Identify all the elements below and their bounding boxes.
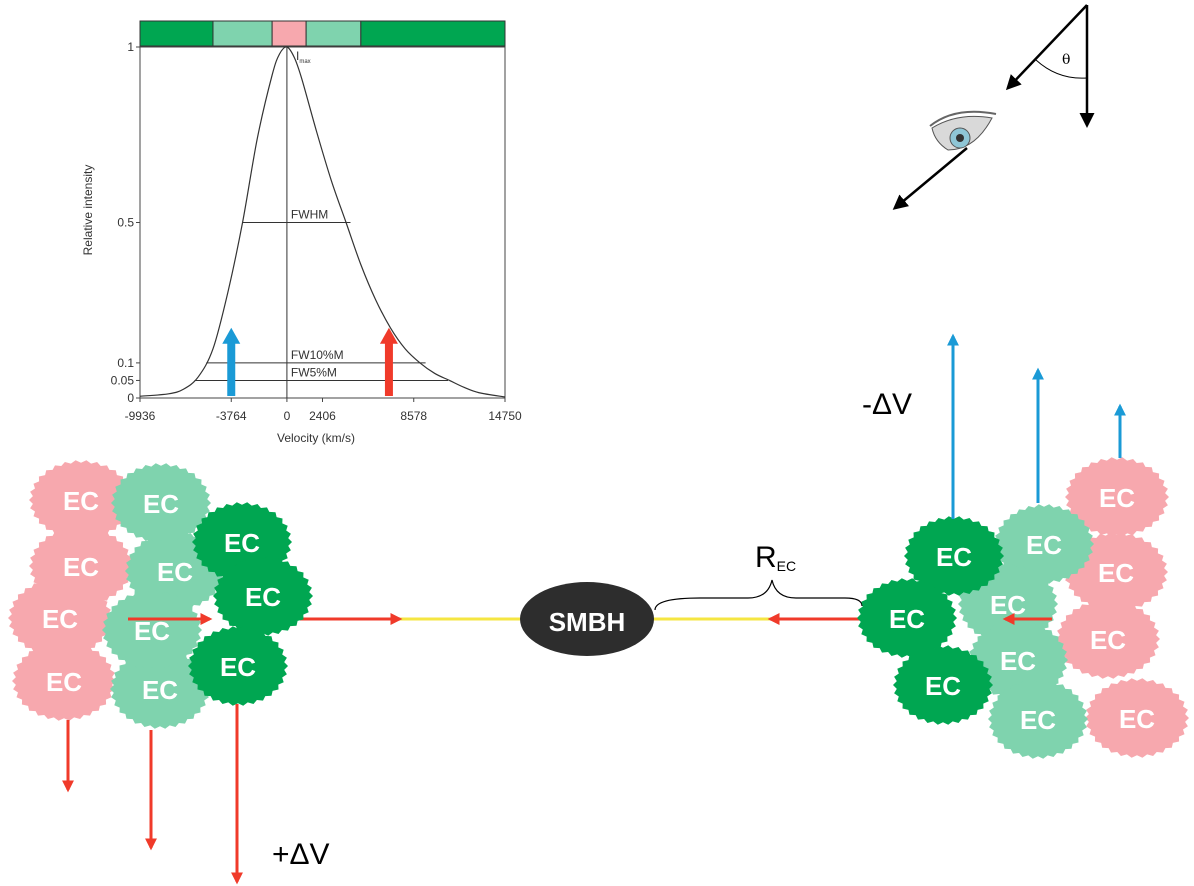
colorbar-segment-4 [360,20,506,47]
ec-label: EC [1098,558,1134,588]
line-of-sight-arrow [1005,4,1088,91]
y-axis-label: Relative intensity [81,165,95,256]
ec-label: EC [143,489,179,519]
smbh: SMBH [520,582,654,656]
ec-label: EC [224,528,260,558]
ec-label: EC [1119,704,1155,734]
observer-geometry: θ [892,4,1095,210]
x-tick-label-2: 0 [284,409,291,423]
ec-label: EC [63,552,99,582]
redshift-label: +ΔV [272,838,330,871]
ec-cloud-6: EC [102,590,202,670]
ec-label: EC [42,604,78,634]
ec-label: EC [889,604,925,634]
velocity-arrows [222,327,398,396]
line-profile-chart: FWHM FW10%M FW5%M -9936 -3764 0 2406 8578 14750… [81,20,522,445]
level-label-2: FW5%M [291,365,337,379]
ec-label: EC [1000,646,1036,676]
chart-arrow-shaft-1 [384,341,393,396]
ec-label: EC [46,667,82,697]
x-tick-label-3: 2406 [309,409,336,423]
ec-label: EC [1020,705,1056,735]
ec-cloud-20: EC [857,578,957,658]
level-label-1: FW10%M [291,348,344,362]
angle-label: θ [1062,52,1070,68]
ec-cloud-11: EC [1065,457,1169,537]
velocity-colorbar [139,20,506,47]
level-label-0: FWHM [291,208,328,222]
ec-cloud-19: EC [904,516,1004,596]
angle-arc [1035,59,1088,79]
chart-arrow-shaft-0 [227,341,236,396]
y-axis-ticks: 0 0.05 0.1 0.5 1 [111,40,140,405]
colorbar-segment-3 [305,20,362,47]
ec-cloud-0: EC [29,460,133,540]
ec-cloud-7: EC [111,463,211,543]
width-levels: FWHM FW10%M FW5%M [194,208,449,381]
colorbar-segment-0 [139,20,214,47]
ec-label: EC [1026,530,1062,560]
radius-brace [654,579,863,611]
chart-arrow-head-0 [222,327,241,344]
eye-icon [929,110,997,151]
y-tick-label-1: 0.05 [111,373,135,387]
ec-cloud-3: EC [12,641,116,721]
y-tick-label-0: 0 [127,391,134,405]
profile-curve [139,46,506,398]
blueshift-label: -ΔV [862,388,912,421]
x-tick-label-4: 8578 [400,409,427,423]
smbh-label: SMBH [549,607,626,637]
ec-cloud-18: EC [988,679,1088,759]
radius-label: REC [755,541,796,574]
y-tick-label-3: 0.5 [117,216,134,230]
ec-label: EC [134,616,170,646]
ec-label: EC [142,675,178,705]
ec-cloud-21: EC [893,645,993,725]
ec-cloud-15: EC [994,504,1094,584]
x-axis-label: Velocity (km/s) [277,431,355,445]
ec-label: EC [157,557,193,587]
x-tick-label-0: -9936 [125,409,156,423]
viewing-direction-arrow [892,147,968,210]
ec-label: EC [990,590,1026,620]
ec-cloud-10: EC [188,626,288,706]
chart-arrow-head-1 [379,327,398,344]
ec-label: EC [63,486,99,516]
ec-cloud-4: EC [110,649,210,729]
x-tick-label-1: -3764 [216,409,247,423]
colorbar-segment-2 [271,20,307,47]
ec-cloud-14: EC [1085,678,1189,758]
ec-label: EC [936,542,972,572]
cloud-velocity-arrows [62,333,1126,885]
ec-label: EC [220,652,256,682]
peak-label: Imax [296,49,311,65]
y-tick-label-4: 1 [127,40,134,54]
ec-label: EC [245,582,281,612]
x-tick-label-5: 14750 [488,409,522,423]
ec-label: EC [1090,625,1126,655]
ec-cloud-2: EC [8,578,112,658]
ec-label: EC [925,671,961,701]
x-axis-ticks: -9936 -3764 0 2406 8578 14750 [125,398,522,423]
ec-cloud-9: EC [213,556,313,636]
y-tick-label-2: 0.1 [117,356,134,370]
ec-label: EC [1099,483,1135,513]
colorbar-segment-1 [212,20,273,47]
ec-cloud-13: EC [1056,599,1160,679]
